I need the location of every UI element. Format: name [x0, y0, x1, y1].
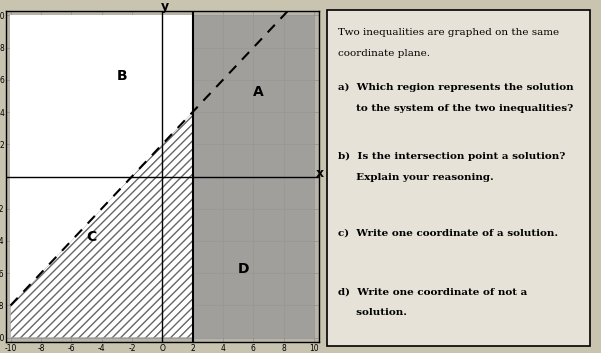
Text: D: D — [238, 262, 249, 276]
Text: b)  Is the intersection point a solution?: b) Is the intersection point a solution? — [338, 152, 566, 161]
Text: to the system of the two inequalities?: to the system of the two inequalities? — [338, 104, 573, 113]
Text: B: B — [117, 69, 127, 83]
Text: x: x — [316, 167, 325, 180]
Text: Two inequalities are graphed on the same: Two inequalities are graphed on the same — [338, 28, 559, 37]
Text: A: A — [253, 85, 264, 99]
Text: solution.: solution. — [338, 308, 407, 317]
Text: Explain your reasoning.: Explain your reasoning. — [338, 173, 494, 182]
Text: a)  Which region represents the solution: a) Which region represents the solution — [338, 83, 574, 92]
Text: y: y — [161, 0, 169, 13]
FancyBboxPatch shape — [328, 11, 590, 346]
Text: d)  Write one coordinate of not a: d) Write one coordinate of not a — [338, 287, 527, 296]
Text: C: C — [87, 230, 97, 244]
Text: coordinate plane.: coordinate plane. — [338, 48, 430, 58]
Text: c)  Write one coordinate of a solution.: c) Write one coordinate of a solution. — [338, 228, 558, 237]
